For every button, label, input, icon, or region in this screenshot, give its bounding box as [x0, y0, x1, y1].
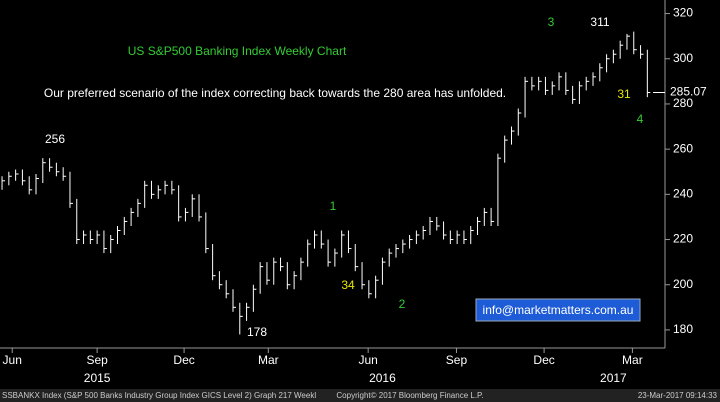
- y-tick-label: 280: [673, 96, 693, 110]
- contact-box: [475, 298, 641, 322]
- footer-right: 23-Mar-2017 09:14:33: [638, 391, 718, 400]
- annotation: 2: [399, 297, 406, 311]
- year-label: 2015: [84, 371, 111, 385]
- x-tick-label: Mar: [622, 353, 643, 367]
- x-tick-label: Sep: [86, 353, 108, 367]
- annotation: 31: [617, 87, 631, 101]
- annotation: 34: [341, 278, 355, 292]
- year-label: 2016: [369, 371, 396, 385]
- y-tick-label: 200: [673, 277, 693, 291]
- x-tick-label: Sep: [446, 353, 468, 367]
- y-tick-label: 180: [673, 322, 693, 336]
- x-tick-label: Jun: [3, 353, 22, 367]
- year-label: 2017: [600, 371, 627, 385]
- footer-left: SSBANKX Index (S&P 500 Banks Industry Gr…: [2, 391, 316, 400]
- annotation: 311: [590, 15, 609, 29]
- y-tick-label: 240: [673, 187, 693, 201]
- annotation: 1: [330, 199, 337, 213]
- annotation: 256: [45, 132, 65, 146]
- footer-bar: [0, 389, 720, 402]
- last-price-label: 285.07: [670, 85, 707, 99]
- chart-title: US S&P500 Banking Index Weekly Chart: [128, 44, 347, 58]
- y-tick-label: 300: [673, 51, 693, 65]
- contact: info@marketmatters.com.au: [483, 303, 634, 317]
- annotation: 3: [548, 15, 555, 29]
- annotation: 178: [247, 325, 267, 339]
- x-tick-label: Dec: [533, 353, 554, 367]
- footer-center: Copyright© 2017 Bloomberg Finance L.P.: [336, 391, 483, 400]
- annotation: 4: [637, 112, 644, 126]
- chart-subtitle: Our preferred scenario of the index corr…: [44, 86, 506, 100]
- y-tick-label: 220: [673, 232, 693, 246]
- x-tick-label: Jun: [358, 353, 377, 367]
- y-tick-label: 260: [673, 141, 693, 155]
- x-tick-label: Mar: [258, 353, 279, 367]
- y-tick-label: 320: [673, 6, 693, 20]
- x-tick-label: Dec: [173, 353, 194, 367]
